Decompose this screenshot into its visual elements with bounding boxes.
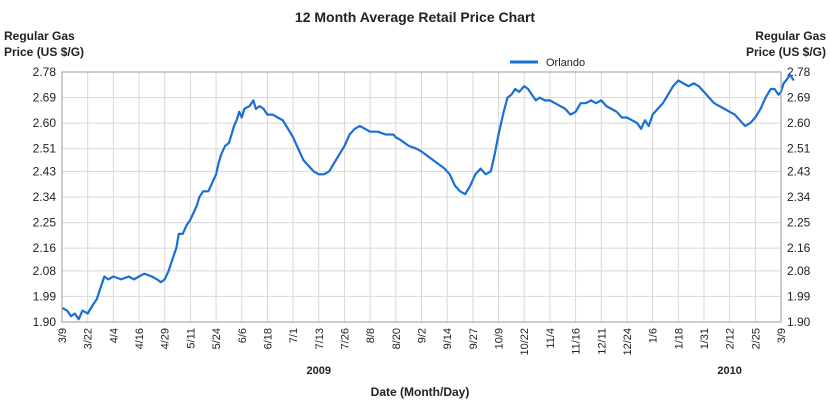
y-tick-right: 1.90 (787, 315, 811, 329)
x-tick-label: 4/29 (160, 328, 172, 349)
grid (61, 71, 782, 323)
y-tick-left: 2.51 (33, 142, 57, 156)
x-tick-label: 2/25 (750, 328, 762, 349)
y-ticks-left: 1.90 1.99 2.08 2.16 2.25 2.34 2.43 2.51 2.60 2.69… (33, 65, 57, 329)
y-ticks-right: 1.90 1.99 2.08 2.16 2.25 2.34 2.43 2.51 2.60 2.69… (787, 65, 811, 329)
y-tick-left: 2.69 (33, 91, 57, 105)
x-tick-label: 5/24 (211, 328, 223, 349)
x-tick-label: 3/9 (57, 328, 69, 343)
y-axis-label-left-line2: Price (US $/G) (4, 45, 84, 59)
y-tick-right: 2.25 (787, 216, 811, 230)
x-tick-label: 8/20 (391, 328, 403, 349)
x-tick-label: 3/9 (776, 328, 788, 343)
y-tick-right: 2.08 (787, 264, 811, 278)
x-tick-label: 12/24 (622, 328, 634, 356)
y-tick-right: 2.43 (787, 164, 811, 178)
series-line-orlando (61, 73, 795, 321)
x-tick-label: 9/14 (442, 328, 454, 349)
y-tick-right: 2.34 (787, 190, 811, 204)
y-tick-right: 2.16 (787, 241, 811, 255)
y-axis-label-right-line2: Price (US $/G) (746, 45, 826, 59)
x-tick-label: 1/18 (673, 328, 685, 349)
y-axis-label-right-line1: Regular Gas (755, 29, 826, 43)
x-tick-label: 9/27 (468, 328, 480, 349)
x-tick-label: 4/4 (108, 328, 120, 343)
chart-title: 12 Month Average Retail Price Chart (295, 9, 535, 25)
y-tick-left: 2.25 (33, 216, 57, 230)
y-tick-right: 2.51 (787, 142, 811, 156)
y-tick-left: 2.43 (33, 164, 57, 178)
y-tick-left: 2.78 (33, 65, 57, 79)
legend-label-orlando: Orlando (546, 57, 585, 69)
x-tick-label: 7/26 (339, 328, 351, 349)
y-tick-right: 2.69 (787, 91, 811, 105)
year-label: 2009 (307, 365, 331, 377)
x-tick-label: 1/6 (648, 328, 660, 343)
x-tick-label: 4/16 (134, 328, 146, 349)
x-tick-label: 12/11 (596, 328, 608, 355)
series-group (61, 73, 795, 321)
y-tick-left: 1.90 (33, 315, 57, 329)
x-tick-label: 10/9 (494, 328, 506, 349)
plot-frame (61, 71, 782, 323)
x-tick-label: 9/2 (417, 328, 429, 343)
y-tick-left: 1.99 (33, 289, 57, 303)
y-tick-right: 2.78 (787, 65, 811, 79)
x-tick-label: 5/11 (185, 328, 197, 349)
legend: Orlando (510, 57, 585, 69)
x-tick-label: 6/18 (262, 328, 274, 349)
y-tick-left: 2.34 (33, 190, 57, 204)
y-tick-left: 2.16 (33, 241, 57, 255)
x-tick-label: 7/1 (288, 328, 300, 343)
x-tick-label: 10/22 (519, 328, 531, 356)
year-labels: 2009 2010 (307, 365, 742, 377)
y-tick-right: 1.99 (787, 289, 811, 303)
y-axis-label-left-line1: Regular Gas (4, 29, 75, 43)
x-tick-label: 7/13 (314, 328, 326, 349)
x-axis-label: Date (Month/Day) (371, 385, 470, 399)
x-tick-label: 11/16 (571, 328, 583, 355)
y-tick-left: 2.60 (33, 116, 57, 130)
x-tick-label: 6/6 (237, 328, 249, 343)
x-tick-label: 2/12 (725, 328, 737, 349)
y-tick-left: 2.08 (33, 264, 57, 278)
y-tick-right: 2.60 (787, 116, 811, 130)
x-tick-label: 8/8 (365, 328, 377, 343)
x-ticks: 3/9 3/22 4/4 4/16 4/29 5/11 5/24 6/6 6/18 7/1 7/13… (57, 328, 788, 356)
year-label: 2010 (717, 365, 741, 377)
x-tick-label: 3/22 (83, 328, 95, 349)
x-tick-label: 11/4 (545, 328, 557, 349)
x-tick-label: 1/31 (699, 328, 711, 349)
